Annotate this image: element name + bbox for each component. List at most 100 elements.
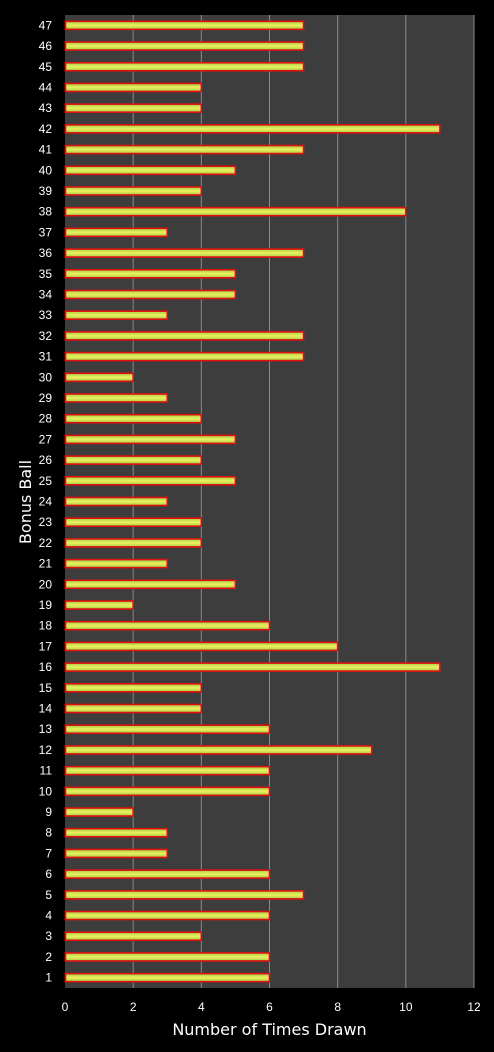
y-tick-label: 29 — [39, 391, 53, 405]
grid-lines — [132, 15, 475, 988]
bar — [64, 434, 237, 445]
bar — [64, 786, 271, 797]
bar — [64, 206, 407, 217]
x-tick-label: 6 — [266, 1000, 273, 1014]
bar — [64, 890, 305, 900]
bar — [64, 331, 305, 341]
y-tick-label: 45 — [39, 60, 53, 74]
bar — [64, 41, 305, 51]
y-tick-label: 15 — [39, 681, 53, 695]
y-tick-label: 33 — [39, 308, 53, 322]
bar — [64, 703, 203, 714]
y-tick-label: 41 — [39, 143, 53, 157]
y-tick-label: 13 — [39, 722, 53, 736]
x-tick-labels: 0 2 4 6 8 10 12 — [62, 1000, 481, 1014]
y-tick-label: 36 — [39, 246, 53, 260]
bar — [64, 413, 203, 424]
x-axis-title: Number of Times Drawn — [172, 1020, 366, 1039]
x-tick-label: 4 — [198, 1000, 205, 1014]
y-tick-label: 17 — [39, 639, 53, 653]
y-tick-label: 20 — [39, 577, 53, 591]
y-tick-label: 35 — [39, 267, 53, 281]
bar — [64, 600, 134, 610]
bar — [64, 952, 271, 962]
bar — [64, 351, 305, 362]
y-tick-label: 18 — [39, 619, 53, 633]
bar — [64, 765, 271, 776]
y-tick-label: 6 — [45, 867, 52, 881]
bar — [64, 455, 203, 465]
bar — [64, 144, 305, 155]
bar — [64, 475, 237, 486]
y-tick-label: 42 — [39, 122, 53, 136]
y-tick-label: 4 — [45, 909, 52, 923]
y-tick-label: 24 — [39, 495, 53, 509]
y-tick-label: 31 — [39, 350, 53, 364]
y-tick-label: 37 — [39, 225, 53, 239]
bar — [64, 268, 237, 279]
y-tick-label: 21 — [39, 557, 53, 571]
y-tick-label: 25 — [39, 474, 53, 488]
y-tick-label: 23 — [39, 515, 53, 529]
bar — [64, 972, 271, 983]
y-tick-label: 12 — [39, 743, 53, 757]
bar — [64, 496, 169, 507]
y-tick-label: 5 — [45, 888, 52, 902]
bar — [64, 745, 373, 755]
y-tick-label: 39 — [39, 184, 53, 198]
bar — [64, 683, 203, 693]
x-tick-label: 0 — [62, 1000, 69, 1014]
y-tick-label: 10 — [39, 784, 53, 798]
y-tick-label: 26 — [39, 453, 53, 467]
bar — [64, 579, 237, 590]
x-tick-label: 12 — [467, 1000, 481, 1014]
bar — [64, 227, 169, 238]
bar — [64, 827, 169, 838]
bar — [64, 20, 305, 31]
y-tick-label: 28 — [39, 412, 53, 426]
bar — [64, 910, 271, 921]
bar — [64, 248, 305, 258]
bar — [64, 310, 169, 320]
y-tick-label: 19 — [39, 598, 53, 612]
bar — [64, 82, 203, 93]
bar — [64, 620, 271, 631]
y-tick-label: 40 — [39, 163, 53, 177]
y-tick-label: 30 — [39, 370, 53, 384]
y-tick-label: 8 — [45, 826, 52, 840]
y-tick-label: 22 — [39, 536, 53, 550]
bar — [64, 558, 169, 569]
bar — [64, 807, 134, 817]
y-axis-title: Bonus Ball — [16, 460, 35, 544]
y-tick-label: 46 — [39, 39, 53, 53]
bar — [64, 103, 203, 113]
bar — [64, 124, 441, 134]
y-tick-label: 43 — [39, 101, 53, 115]
y-tick-label: 47 — [39, 18, 53, 32]
y-tick-label: 34 — [39, 287, 53, 301]
bar — [64, 662, 441, 672]
y-tick-label: 3 — [45, 929, 52, 943]
bar — [64, 848, 169, 859]
bar — [64, 61, 305, 72]
bar — [64, 186, 203, 196]
bar — [64, 517, 203, 528]
y-tick-label: 7 — [45, 846, 52, 860]
x-tick-label: 8 — [334, 1000, 341, 1014]
y-tick-label: 38 — [39, 205, 53, 219]
y-tick-label: 16 — [39, 660, 53, 674]
y-tick-label: 9 — [45, 805, 52, 819]
bar — [64, 289, 237, 300]
x-tick-label: 10 — [399, 1000, 413, 1014]
y-tick-label: 11 — [40, 764, 53, 778]
bar — [64, 869, 271, 879]
bar — [64, 931, 203, 942]
y-tick-labels: 1234567891011121314151617181920212223242… — [39, 18, 53, 984]
bar — [64, 641, 339, 652]
bar — [64, 372, 134, 383]
bar — [64, 538, 203, 548]
y-tick-label: 14 — [39, 702, 53, 716]
y-tick-label: 32 — [39, 329, 53, 343]
y-tick-label: 27 — [39, 432, 53, 446]
y-tick-label: 1 — [45, 971, 52, 985]
